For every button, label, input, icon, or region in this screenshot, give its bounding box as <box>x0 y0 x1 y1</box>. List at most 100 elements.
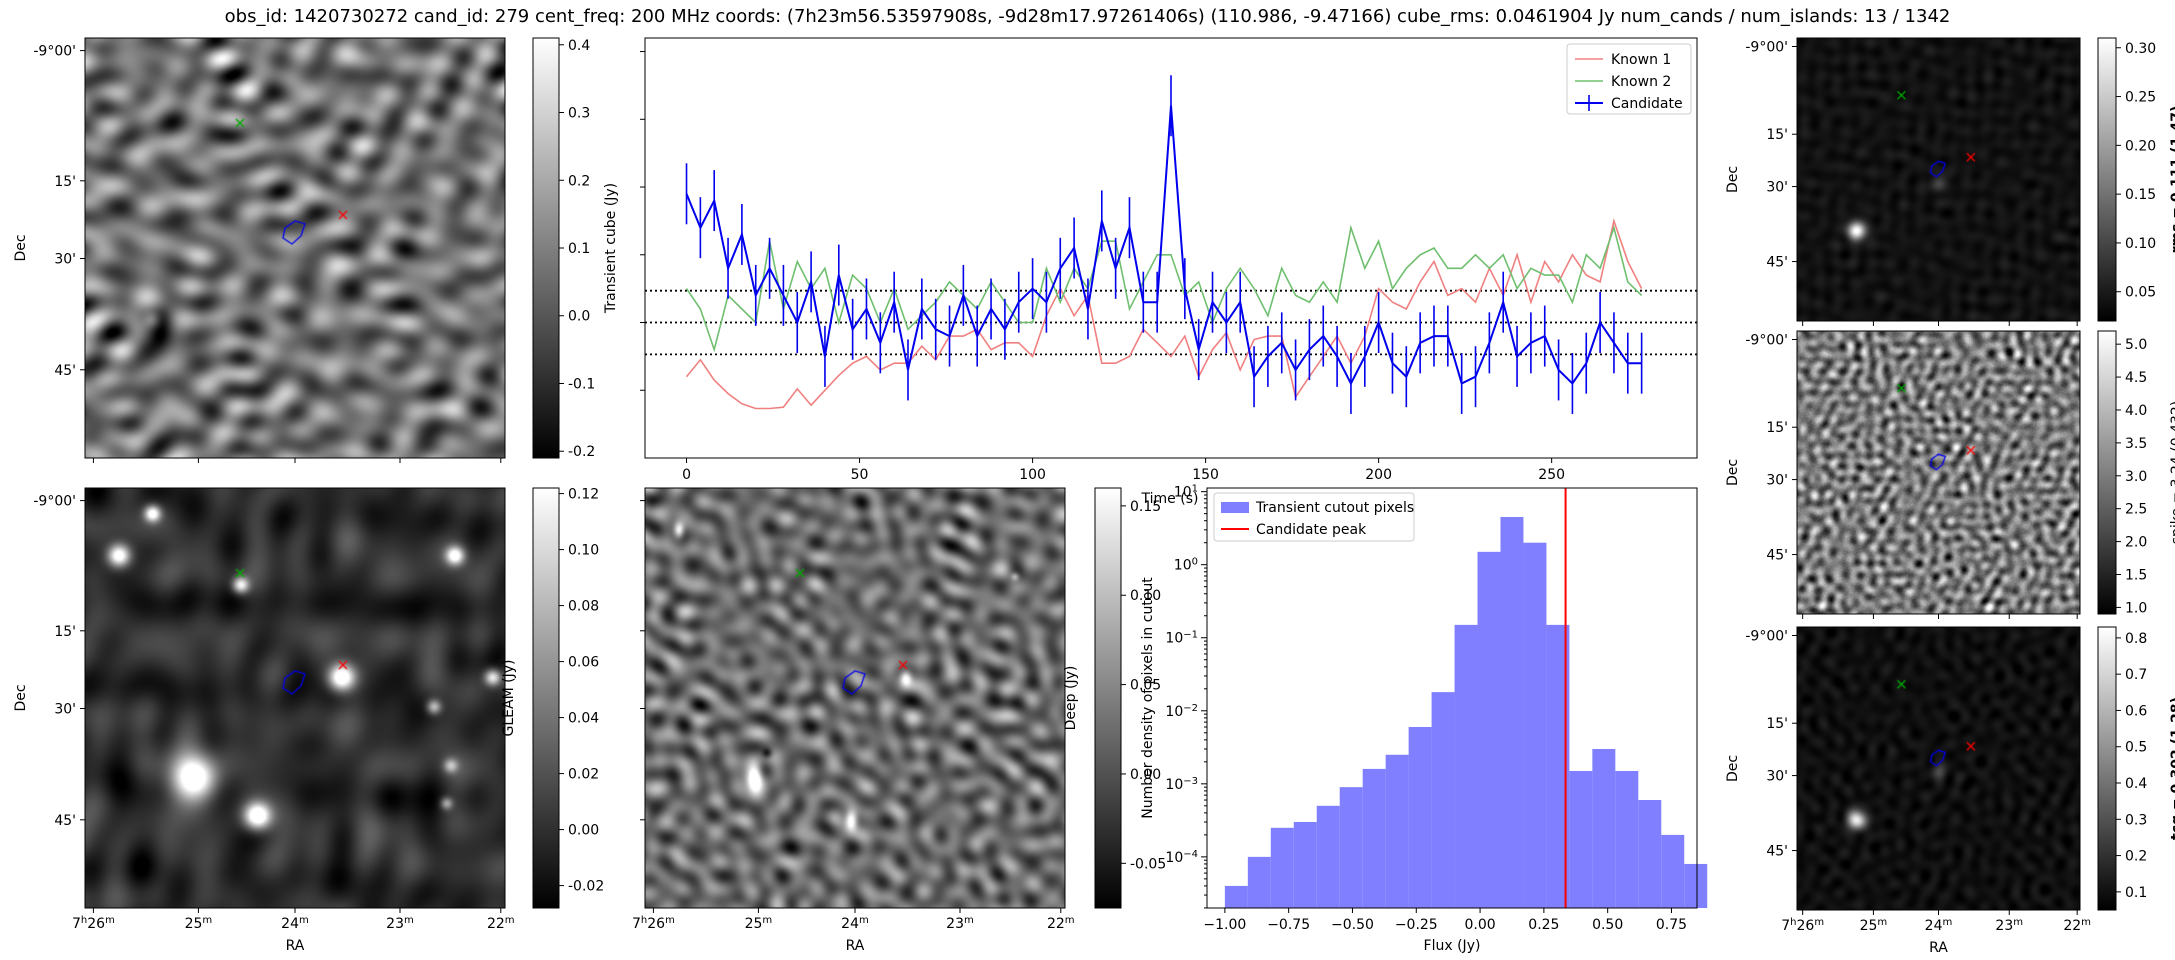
gleam-ylabel: Dec <box>13 684 29 711</box>
tcg-dec-tick-label: -9°00' <box>1745 628 1788 644</box>
rms-ylabel: Dec <box>1725 166 1741 193</box>
histogram-bar <box>1684 863 1708 908</box>
gleam-colorbar <box>532 487 560 909</box>
transient-cube-image <box>85 38 505 458</box>
gleam-dec-tick-label: -9°00' <box>33 494 76 510</box>
tcg-ylabel: Dec <box>1725 755 1741 782</box>
rms-colorbar-tick-label: 0.15 <box>2125 187 2156 203</box>
transient-cube-colorbar-tick-label: -0.2 <box>568 444 595 460</box>
deep-colorbar <box>1094 487 1122 909</box>
histogram-bar <box>1523 542 1547 908</box>
histogram-bar <box>1224 885 1248 908</box>
deep-colorbar-tick-label: 0.05 <box>1130 678 1161 694</box>
histogram-x-tick-label: 0.00 <box>1464 917 1495 933</box>
tcg-image <box>1797 627 2080 910</box>
tcg-colorbar-tick-label: 0.2 <box>2125 849 2147 865</box>
tcg-dec-tick-label: 30' <box>1766 769 1788 785</box>
transient-dec-tick-label: 45' <box>54 363 76 379</box>
gleam-colorbar-tick-label: 0.08 <box>568 599 599 615</box>
gleam-ra-tick-label: 24m <box>281 915 309 933</box>
spike-dec-tick-label: 45' <box>1766 548 1788 564</box>
histogram-x-tick-label: −0.50 <box>1331 917 1374 933</box>
histogram-bar <box>1431 692 1455 908</box>
tcg-colorbar <box>2097 626 2117 911</box>
transient-cube-colorbar-tick-label: 0.4 <box>568 38 590 54</box>
spike-dec-tick-label: 15' <box>1766 420 1788 436</box>
histogram-legend <box>1213 492 1415 542</box>
lightcurve-legend-label: Known 2 <box>1611 74 1671 90</box>
lightcurve-x-tick-label: 200 <box>1365 467 1392 483</box>
tcg-ra-tick-label: 7h26m <box>1781 917 1824 935</box>
rms-dec-tick-label: -9°00' <box>1745 39 1788 55</box>
tcg-ra-tick-label: 23m <box>1995 917 2023 935</box>
rms-colorbar-label: rms = 0.111 (1.47) <box>2169 106 2175 254</box>
lightcurve-legend <box>1566 43 1692 115</box>
tcg-colorbar-tick-label: 0.8 <box>2125 631 2147 647</box>
deep-ra-tick-label: 24m <box>841 915 869 933</box>
tcg-colorbar-tick-label: 0.4 <box>2125 776 2147 792</box>
lightcurve-ylabel: Transient cube (Jy) <box>603 183 619 314</box>
histogram-y-tick-label: 10−1 <box>1165 629 1198 647</box>
transient-cube-colorbar-tick-label: 0.3 <box>568 106 590 122</box>
histogram-y-tick-label: 101 <box>1174 483 1198 501</box>
deep-ra-tick-label: 25m <box>745 915 773 933</box>
histogram-x-tick-label: −0.75 <box>1267 917 1310 933</box>
deep-ra-tick-label: 23m <box>946 915 974 933</box>
tcg-ra-tick-label: 22m <box>2063 917 2091 935</box>
histogram-x-tick-label: 0.25 <box>1528 917 1559 933</box>
gleam-colorbar-tick-label: 0.12 <box>568 487 599 503</box>
gleam-colorbar-tick-label: 0.04 <box>568 711 599 727</box>
deep-colorbar-tick-label: -0.05 <box>1130 856 1166 872</box>
histogram-bar <box>1270 827 1294 908</box>
lightcurve-xlabel: Time (s) <box>1141 491 1199 507</box>
lightcurve-x-tick-label: 250 <box>1538 467 1565 483</box>
gleam-ra-tick-label: 25m <box>185 915 213 933</box>
transient-ylabel: Dec <box>13 234 29 261</box>
gleam-colorbar-tick-label: -0.02 <box>568 879 604 895</box>
histogram-bar <box>1638 800 1662 908</box>
histogram-legend-label: Transient cutout pixels <box>1255 500 1414 516</box>
deep-xlabel: RA <box>846 938 865 954</box>
histogram-bar <box>1408 726 1432 908</box>
deep-ra-tick-label: 7h26m <box>632 915 675 933</box>
tcg-frame <box>1796 626 2081 911</box>
gleam-colorbar-label: GLEAM (Jy) <box>501 660 517 737</box>
histogram-bar <box>1316 805 1340 908</box>
spike-colorbar <box>2097 330 2117 615</box>
deep-ra-tick-label: 22m <box>1047 915 1075 933</box>
figure-title: obs_id: 1420730272 cand_id: 279 cent_fre… <box>224 6 1951 27</box>
tcg-colorbar-tick-label: 0.3 <box>2125 812 2147 828</box>
transient-dec-tick-label: -9°00' <box>33 44 76 60</box>
histogram-x-tick-label: −1.00 <box>1203 917 1246 933</box>
gleam-frame <box>84 487 506 909</box>
deep-colorbar-tick-label: 0.00 <box>1130 767 1161 783</box>
histogram-xlabel: Flux (Jy) <box>1424 938 1481 954</box>
histogram-y-tick-label: 10−4 <box>1165 848 1198 866</box>
spike-colorbar-label: spike = 3.24 (0.432) <box>2169 401 2175 545</box>
gleam-colorbar-tick-label: 0.00 <box>568 823 599 839</box>
gleam-colorbar-tick-label: 0.10 <box>568 543 599 559</box>
histogram-frame <box>1206 487 1698 909</box>
lightcurve-x-tick-label: 0 <box>682 467 691 483</box>
gleam-dec-tick-label: 15' <box>54 624 76 640</box>
gleam-xlabel: RA <box>286 938 305 954</box>
spike-colorbar-tick-label: 2.0 <box>2125 535 2147 551</box>
histogram-bar <box>1339 787 1363 908</box>
histogram-bar <box>1362 768 1386 908</box>
rms-dec-tick-label: 30' <box>1766 180 1788 196</box>
transient-cube-colorbar <box>532 37 560 459</box>
rms-colorbar <box>2097 37 2117 322</box>
histogram-x-tick-label: −0.25 <box>1395 917 1438 933</box>
gleam-image <box>85 488 505 908</box>
lightcurve-legend-label: Candidate <box>1611 96 1683 112</box>
spike-frame <box>1796 330 2081 615</box>
histogram-bar <box>1569 770 1593 908</box>
histogram-bar <box>1454 624 1478 908</box>
lightcurve-series-candidate <box>685 105 1642 386</box>
lightcurve-x-tick-label: 150 <box>1192 467 1219 483</box>
histogram-y-tick-label: 10−2 <box>1165 702 1198 720</box>
transient-cube-colorbar-tick-label: -0.1 <box>568 376 595 392</box>
transient-cube-colorbar-tick-label: 0.2 <box>568 173 590 189</box>
tcg-ra-tick-label: 25m <box>1860 917 1888 935</box>
histogram-bar <box>1385 754 1409 908</box>
